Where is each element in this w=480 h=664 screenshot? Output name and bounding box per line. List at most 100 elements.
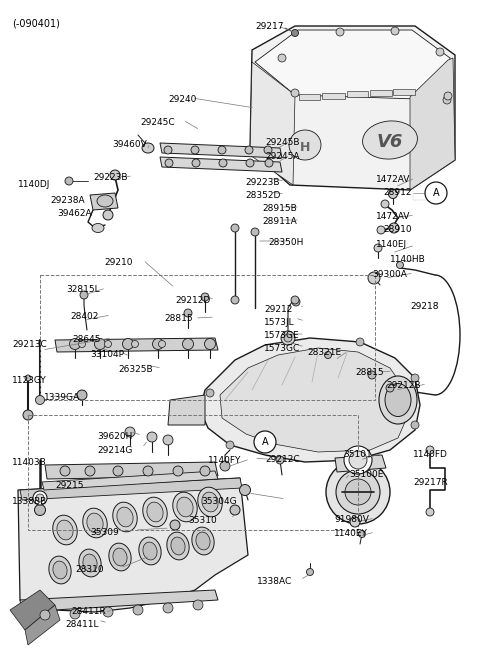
Polygon shape — [255, 30, 450, 100]
Circle shape — [240, 485, 251, 495]
Text: A: A — [262, 437, 268, 447]
Polygon shape — [90, 193, 118, 210]
Text: 29217R: 29217R — [413, 478, 448, 487]
Circle shape — [356, 338, 364, 346]
Ellipse shape — [158, 341, 166, 347]
Circle shape — [164, 146, 172, 154]
Text: 39300A: 39300A — [372, 270, 407, 279]
Circle shape — [201, 293, 209, 301]
Text: 29240: 29240 — [168, 95, 196, 104]
Circle shape — [70, 609, 80, 619]
Text: 29217: 29217 — [255, 22, 284, 31]
Polygon shape — [18, 478, 248, 612]
Polygon shape — [347, 91, 368, 97]
Ellipse shape — [57, 520, 73, 540]
Circle shape — [377, 226, 385, 234]
Ellipse shape — [202, 492, 218, 512]
Text: 32815L: 32815L — [66, 285, 100, 294]
Circle shape — [381, 200, 389, 208]
Circle shape — [324, 351, 332, 359]
Ellipse shape — [196, 532, 210, 550]
Text: 1123GY: 1123GY — [12, 376, 47, 385]
Ellipse shape — [83, 554, 97, 572]
Circle shape — [254, 431, 276, 453]
Circle shape — [219, 159, 227, 167]
Ellipse shape — [198, 487, 222, 517]
Text: 11403B: 11403B — [12, 458, 47, 467]
Circle shape — [251, 228, 259, 236]
Circle shape — [396, 262, 404, 268]
Circle shape — [147, 432, 157, 442]
Circle shape — [368, 371, 376, 379]
Circle shape — [77, 390, 87, 400]
Polygon shape — [299, 94, 320, 100]
Text: 28645: 28645 — [72, 335, 100, 344]
Polygon shape — [370, 90, 392, 96]
Text: 1140HB: 1140HB — [390, 255, 426, 264]
Polygon shape — [42, 471, 218, 490]
Text: 28911A: 28911A — [262, 217, 297, 226]
Ellipse shape — [143, 497, 167, 527]
Circle shape — [425, 182, 447, 204]
Circle shape — [182, 339, 193, 349]
Text: 28815: 28815 — [355, 368, 384, 377]
Ellipse shape — [385, 384, 411, 416]
Text: 1573GE: 1573GE — [264, 331, 300, 340]
Circle shape — [103, 210, 113, 220]
Text: 39462A: 39462A — [57, 209, 92, 218]
Circle shape — [226, 441, 234, 449]
Circle shape — [110, 170, 120, 180]
Circle shape — [411, 374, 419, 382]
Text: 33104P: 33104P — [90, 350, 124, 359]
Circle shape — [204, 339, 216, 349]
Text: 28411L: 28411L — [65, 620, 98, 629]
Polygon shape — [168, 395, 205, 425]
Circle shape — [80, 291, 88, 299]
Circle shape — [23, 410, 33, 420]
Polygon shape — [160, 157, 282, 172]
Text: 29245C: 29245C — [140, 118, 175, 127]
Text: 1472AV: 1472AV — [376, 212, 410, 221]
Text: 28912: 28912 — [383, 188, 411, 197]
Ellipse shape — [362, 121, 418, 159]
Text: 28411R: 28411R — [71, 607, 106, 616]
Polygon shape — [160, 143, 282, 158]
Ellipse shape — [49, 556, 71, 584]
Text: 26325B: 26325B — [118, 365, 153, 374]
Circle shape — [230, 505, 240, 515]
Text: 91980V: 91980V — [334, 515, 369, 524]
Circle shape — [359, 531, 365, 537]
Circle shape — [220, 461, 230, 471]
Circle shape — [436, 48, 444, 56]
Ellipse shape — [113, 548, 127, 566]
Text: 1140EY: 1140EY — [334, 529, 368, 538]
Circle shape — [350, 517, 360, 527]
Circle shape — [36, 396, 45, 404]
Circle shape — [25, 375, 31, 381]
Text: 28910: 28910 — [383, 225, 412, 234]
Text: 29238A: 29238A — [50, 196, 84, 205]
Text: 1573JL: 1573JL — [264, 318, 295, 327]
Polygon shape — [250, 62, 295, 185]
Circle shape — [200, 466, 210, 476]
Text: 29245A: 29245A — [265, 152, 300, 161]
Ellipse shape — [117, 507, 133, 527]
Text: 28815: 28815 — [164, 314, 192, 323]
Ellipse shape — [143, 542, 157, 560]
Circle shape — [411, 421, 419, 429]
Circle shape — [113, 466, 123, 476]
Circle shape — [345, 479, 371, 505]
Text: 39460V: 39460V — [112, 140, 147, 149]
Circle shape — [291, 296, 299, 304]
Circle shape — [389, 223, 399, 233]
Polygon shape — [20, 478, 242, 500]
Polygon shape — [410, 58, 455, 190]
Circle shape — [292, 298, 300, 306]
Circle shape — [163, 435, 173, 445]
Circle shape — [444, 92, 452, 100]
Circle shape — [443, 96, 451, 104]
Bar — [40, 275, 375, 400]
Circle shape — [36, 494, 44, 502]
Circle shape — [276, 456, 284, 464]
Circle shape — [336, 28, 344, 36]
